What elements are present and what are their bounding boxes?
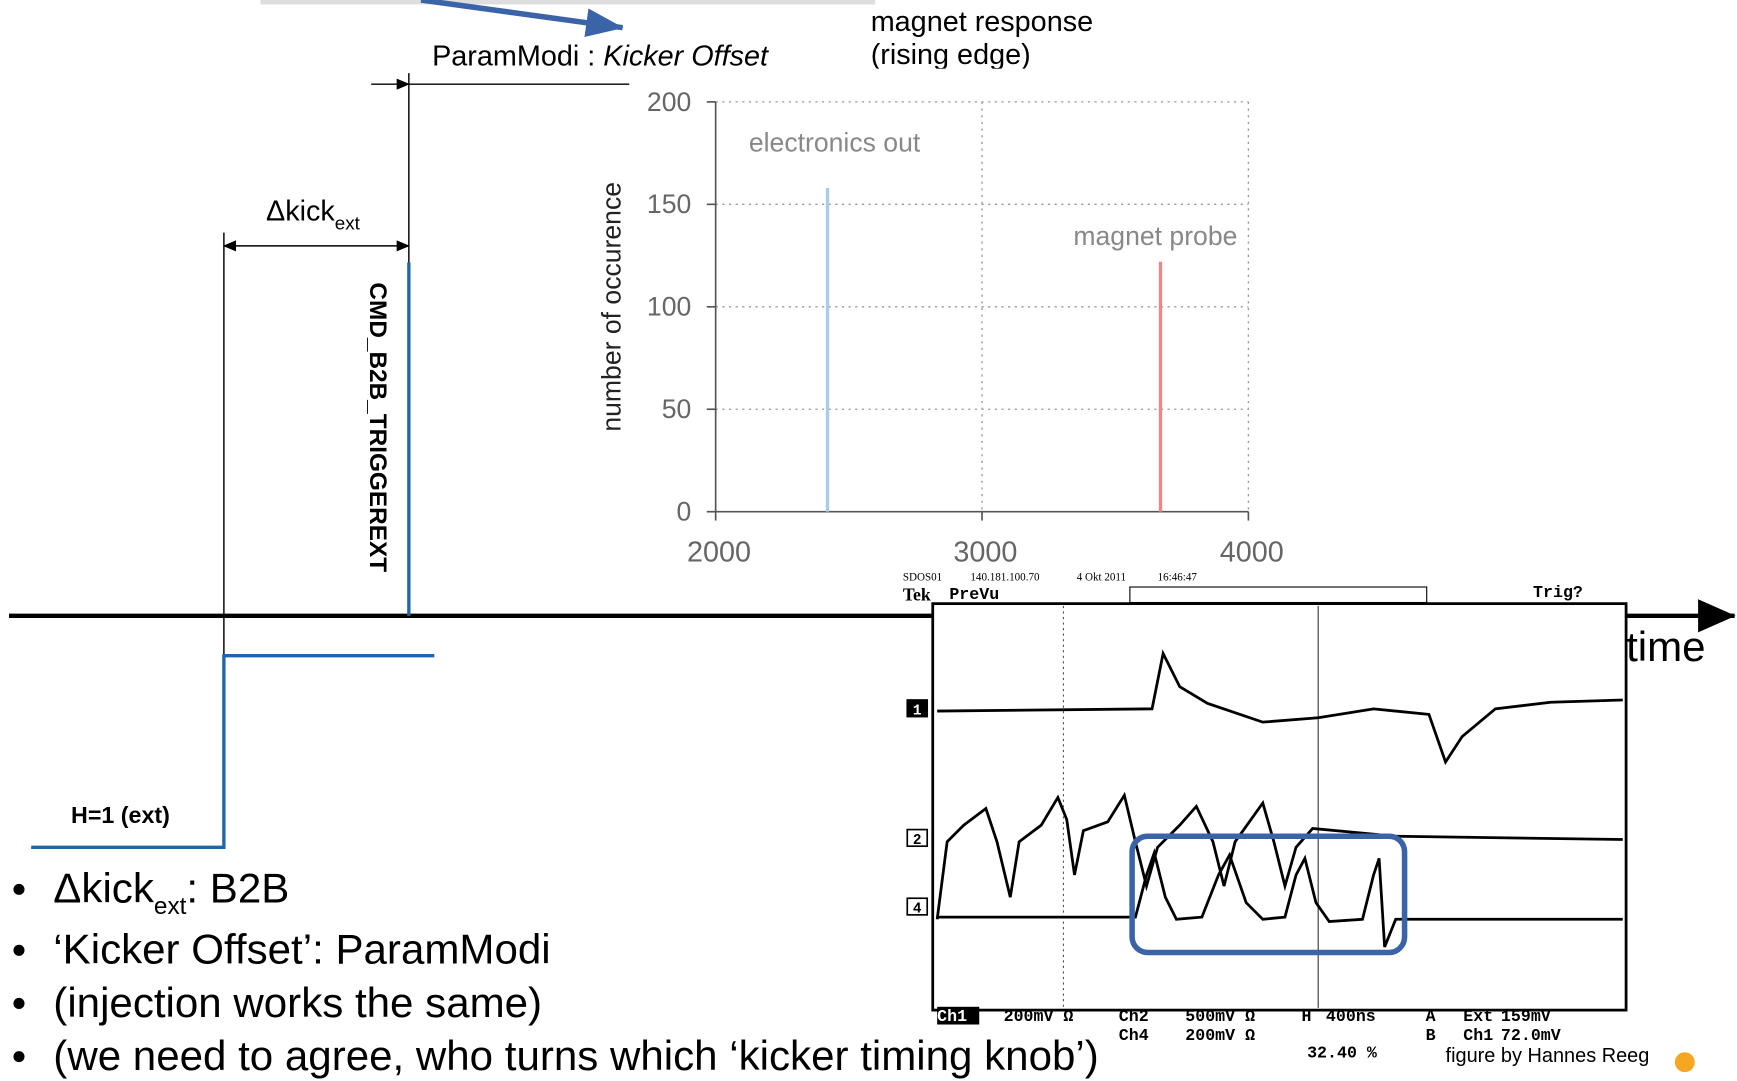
bullet-part: Δkick bbox=[53, 865, 155, 912]
annotation: Kicker Offset bbox=[603, 40, 769, 72]
slide: time magnet response (rising edge) Param… bbox=[0, 0, 1737, 1081]
bullet-part: (injection works the same) bbox=[53, 979, 542, 1026]
bar bbox=[1159, 262, 1162, 512]
annotation: ParamModi : bbox=[432, 40, 603, 72]
scope-header: SDOS01 bbox=[903, 571, 942, 583]
scope-setting: A bbox=[1426, 1007, 1436, 1026]
scope-setting: Ch4 bbox=[1119, 1026, 1149, 1045]
scope-setting: 72.0mV bbox=[1501, 1026, 1561, 1045]
annotation: H=1 (ext) bbox=[71, 802, 170, 828]
x-tick-label: 4000 bbox=[1220, 537, 1284, 569]
y-tick-label: 200 bbox=[647, 87, 691, 117]
annotation: (rising edge) bbox=[871, 39, 1031, 71]
scope-header: 4 Okt 2011 bbox=[1077, 571, 1126, 583]
scope-header: 16:46:47 bbox=[1158, 571, 1198, 583]
scope-trig: Trig? bbox=[1533, 583, 1583, 602]
scope-mode: PreVu bbox=[949, 585, 999, 604]
scope-setting: 200mV Ω bbox=[1185, 1026, 1255, 1045]
annotation: Δkick bbox=[266, 195, 335, 227]
bullet-text: Δkickext: B2B bbox=[53, 865, 289, 920]
logo-dot bbox=[1675, 1052, 1695, 1072]
scope-setting: 32.40 % bbox=[1307, 1044, 1377, 1063]
y-tick-label: 100 bbox=[647, 292, 691, 322]
annotation: ext bbox=[335, 212, 361, 233]
bullet-text: ‘Kicker Offset’: ParamModi bbox=[53, 926, 550, 973]
screenshot-fragment bbox=[260, 0, 875, 4]
scope-header: 140.181.100.70 bbox=[970, 571, 1040, 583]
series-label: magnet probe bbox=[1073, 221, 1237, 251]
channel-label: 4 bbox=[913, 902, 922, 918]
bullet-dot bbox=[13, 998, 24, 1009]
bullet-dot bbox=[13, 1051, 24, 1062]
bar bbox=[826, 188, 829, 512]
bullet-part: ‘Kicker Offset’: ParamModi bbox=[53, 926, 550, 973]
y-tick-label: 50 bbox=[662, 394, 692, 424]
y-tick-label: 150 bbox=[647, 189, 691, 219]
scope-setting: 500mV Ω bbox=[1185, 1007, 1255, 1026]
annotation: ParamModi : Kicker Offset bbox=[432, 40, 769, 72]
scope-setting: H bbox=[1302, 1007, 1312, 1026]
scope-frame bbox=[933, 604, 1626, 1010]
annotation: Δkickext bbox=[266, 195, 361, 233]
bullet-text: (injection works the same) bbox=[53, 979, 542, 1026]
scope-setting: Ext bbox=[1463, 1007, 1493, 1026]
scope-setting: B bbox=[1426, 1026, 1436, 1045]
credit: figure by Hannes Reeg bbox=[1446, 1045, 1650, 1067]
oscilloscope: SDOS01 140.181.100.70 4 Okt 2011 16:46:47 Te… bbox=[903, 571, 1626, 1062]
x-tick-label: 2000 bbox=[687, 537, 751, 569]
y-tick-label: 0 bbox=[676, 497, 691, 527]
bullet-part: ext bbox=[154, 893, 187, 920]
scope-setting: Ch1 bbox=[1463, 1026, 1493, 1045]
annotation: magnet response bbox=[871, 6, 1093, 38]
bullet-dot bbox=[13, 884, 24, 895]
channel-label: 1 bbox=[913, 703, 922, 719]
scope-bar bbox=[1130, 587, 1427, 603]
bullet-part: : B2B bbox=[186, 865, 289, 912]
scope-setting: 400ns bbox=[1326, 1007, 1376, 1026]
annotation: CMD_B2B_TRIGGEREXT bbox=[364, 282, 391, 572]
scope-brand: Tek bbox=[903, 584, 931, 604]
x-tick-label: 3000 bbox=[953, 537, 1017, 569]
y-axis-label: number of occurence bbox=[596, 182, 626, 432]
scope-setting: Ch2 bbox=[1119, 1007, 1149, 1026]
bullet-part: (we need to agree, who turns which ‘kick… bbox=[53, 1032, 1098, 1079]
scope-setting: 159mV bbox=[1501, 1007, 1551, 1026]
series-label: electronics out bbox=[749, 128, 921, 158]
time-label: time bbox=[1626, 623, 1706, 670]
channel-label: 2 bbox=[913, 833, 922, 849]
scope-setting: 200mV Ω bbox=[1004, 1007, 1074, 1026]
page: { "slide": { "magnet_response": ["magnet… bbox=[0, 0, 1737, 1081]
scope-setting: Ch1 bbox=[937, 1007, 967, 1026]
histogram-panel bbox=[629, 69, 1297, 567]
bullet-text: (we need to agree, who turns which ‘kick… bbox=[53, 1032, 1098, 1079]
bullet-dot bbox=[13, 945, 24, 956]
